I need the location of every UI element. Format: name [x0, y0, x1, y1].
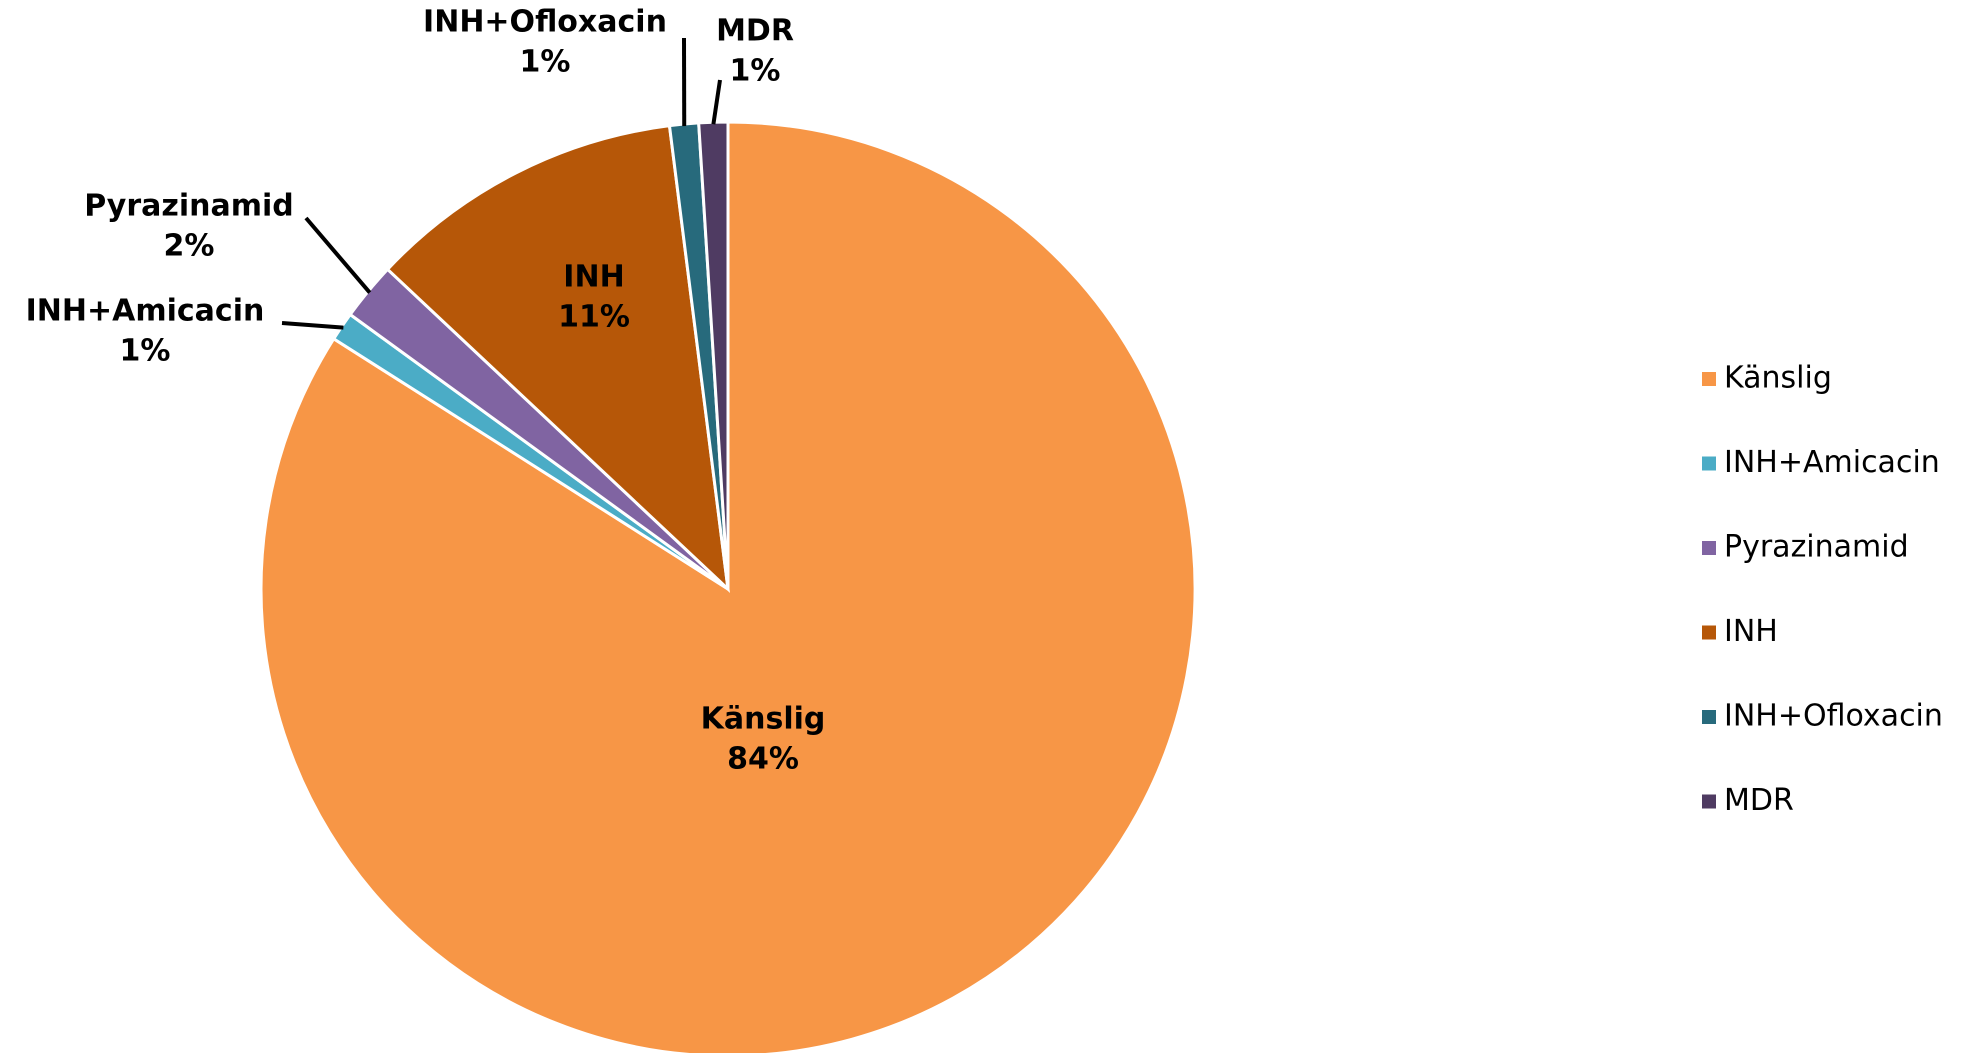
slice-value-label: 1%: [520, 45, 571, 80]
leader-line: [304, 216, 372, 294]
slice-label: MDR: [716, 14, 794, 49]
legend-label: INH+Ofloxacin: [1724, 699, 1943, 734]
legend-swatch: [1702, 541, 1716, 555]
legend-label: Pyrazinamid: [1724, 530, 1909, 565]
leader-line: [711, 79, 722, 125]
pie-slice: [385, 124, 731, 593]
slice-label: INH+Ofloxacin: [423, 5, 667, 40]
legend-label: Känslig: [1724, 361, 1832, 396]
slice-value-label: 2%: [164, 229, 215, 264]
slice-value-label: 84%: [727, 742, 799, 777]
slice-label: INH: [563, 260, 624, 295]
slice-label: INH+Amicacin: [26, 294, 265, 329]
legend-label: INH: [1724, 614, 1778, 649]
legend-swatch: [1702, 456, 1716, 471]
slice-value-label: 11%: [558, 300, 630, 335]
slice-value-label: 1%: [730, 54, 781, 89]
slice-label: Pyrazinamid: [84, 189, 294, 224]
legend-label: MDR: [1724, 783, 1794, 818]
legend-label: INH+Amicacin: [1724, 445, 1940, 480]
legend-swatch: [1702, 794, 1716, 809]
legend-swatch: [1702, 372, 1716, 386]
legend-swatch: [1702, 710, 1716, 724]
slice-value-label: 1%: [120, 334, 171, 369]
slice-label: Känslig: [701, 702, 826, 737]
legend-swatch: [1702, 625, 1716, 640]
leader-line: [281, 321, 344, 330]
